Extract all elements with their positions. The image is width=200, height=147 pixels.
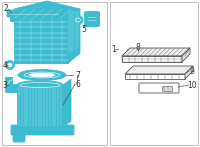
Text: 3: 3 — [3, 81, 7, 90]
FancyBboxPatch shape — [85, 11, 100, 26]
Bar — [162, 86, 172, 91]
Polygon shape — [125, 66, 193, 74]
FancyBboxPatch shape — [7, 10, 61, 17]
Ellipse shape — [17, 81, 63, 90]
Text: 5: 5 — [82, 25, 86, 34]
Circle shape — [8, 63, 12, 67]
Polygon shape — [14, 1, 80, 19]
Polygon shape — [182, 48, 190, 62]
Text: 9: 9 — [190, 66, 194, 76]
FancyBboxPatch shape — [11, 125, 74, 135]
Ellipse shape — [20, 82, 60, 87]
FancyBboxPatch shape — [13, 132, 25, 142]
Bar — [110, 2, 198, 145]
Bar — [2, 2, 107, 145]
Polygon shape — [14, 53, 80, 63]
Polygon shape — [122, 48, 190, 56]
Text: 8: 8 — [136, 42, 140, 51]
Polygon shape — [5, 77, 18, 92]
Bar — [122, 56, 182, 62]
Polygon shape — [14, 9, 80, 19]
Text: 2: 2 — [4, 4, 8, 12]
Polygon shape — [68, 9, 80, 63]
Ellipse shape — [24, 72, 60, 78]
Polygon shape — [185, 66, 193, 79]
Circle shape — [6, 61, 15, 70]
Polygon shape — [63, 79, 71, 127]
Text: 1: 1 — [112, 45, 116, 54]
Text: 6: 6 — [76, 80, 80, 88]
Bar — [17, 85, 63, 127]
Bar — [10, 11, 16, 21]
FancyBboxPatch shape — [139, 83, 179, 93]
Bar — [125, 74, 185, 79]
Ellipse shape — [29, 73, 55, 77]
Bar — [14, 19, 68, 63]
Ellipse shape — [18, 70, 66, 81]
Ellipse shape — [76, 18, 81, 22]
Ellipse shape — [73, 15, 83, 25]
Text: 7: 7 — [76, 71, 80, 80]
Text: 10: 10 — [187, 81, 197, 90]
Text: 4: 4 — [3, 61, 7, 70]
